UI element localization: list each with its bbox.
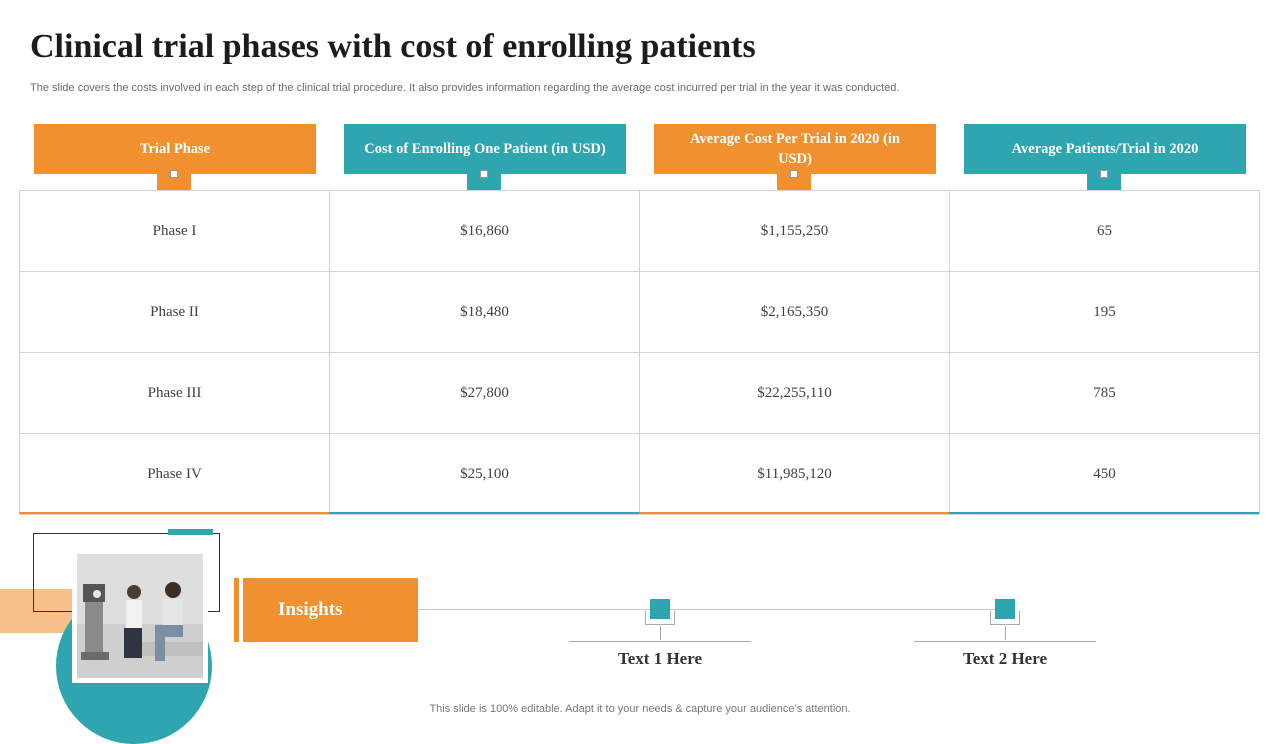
cost-table: Phase I $16,860 $1,155,250 65 Phase II $…	[19, 190, 1260, 515]
column-underline	[329, 512, 639, 514]
table-cell: $27,800	[329, 352, 640, 434]
header-tab	[1087, 170, 1121, 190]
page-subtitle: The slide covers the costs involved in e…	[30, 82, 900, 94]
insight-stub	[1005, 626, 1006, 640]
insights-connector-line	[418, 609, 1006, 610]
table-cell: 195	[949, 271, 1260, 353]
table-cell: $25,100	[329, 433, 640, 515]
table-cell: 450	[949, 433, 1260, 515]
header-avg-cost-per-trial: Average Cost Per Trial in 2020 (in USD)	[654, 124, 936, 174]
table-cell: 65	[949, 190, 1260, 272]
insights-label: Insights	[243, 578, 418, 642]
insight-text-2: Text 2 Here	[962, 649, 1048, 668]
insight-stub	[660, 626, 661, 640]
insight-text-1: Text 1 Here	[617, 649, 703, 668]
header-tab	[467, 170, 501, 190]
table-cell: $2,165,350	[639, 271, 950, 353]
table-row: Phase IV $25,100 $11,985,120 450	[19, 433, 1260, 515]
table-cell: Phase III	[19, 352, 330, 434]
table-cell: $11,985,120	[639, 433, 950, 515]
table-row: Phase I $16,860 $1,155,250 65	[19, 190, 1260, 272]
column-underline	[949, 512, 1259, 514]
insight-node-1	[650, 599, 670, 619]
insight-node-bracket	[990, 611, 1020, 625]
table-cell: Phase I	[19, 190, 330, 272]
insights-accent-line	[234, 578, 239, 642]
header-avg-patients: Average Patients/Trial in 2020	[964, 124, 1246, 174]
header-tab	[157, 170, 191, 190]
header-tab	[777, 170, 811, 190]
column-underline	[639, 512, 949, 514]
table-cell: $16,860	[329, 190, 640, 272]
table-row: Phase II $18,480 $2,165,350 195	[19, 271, 1260, 353]
table-cell: $18,480	[329, 271, 640, 353]
header-trial-phase: Trial Phase	[34, 124, 316, 174]
insight-underline	[569, 641, 751, 642]
consultation-photo	[72, 549, 208, 683]
table-cell: Phase IV	[19, 433, 330, 515]
insight-underline	[914, 641, 1096, 642]
insight-node-2	[995, 599, 1015, 619]
table-cell: $1,155,250	[639, 190, 950, 272]
column-underline	[19, 512, 329, 514]
table-cell: $22,255,110	[639, 352, 950, 434]
table-row: Phase III $27,800 $22,255,110 785	[19, 352, 1260, 434]
table-cell: Phase II	[19, 271, 330, 353]
page-title: Clinical trial phases with cost of enrol…	[30, 28, 756, 65]
decor-teal-bar	[168, 529, 213, 535]
table-cell: 785	[949, 352, 1260, 434]
insight-node-bracket	[645, 611, 675, 625]
footer-note: This slide is 100% editable. Adapt it to…	[429, 703, 851, 715]
header-cost-per-patient: Cost of Enrolling One Patient (in USD)	[344, 124, 626, 174]
